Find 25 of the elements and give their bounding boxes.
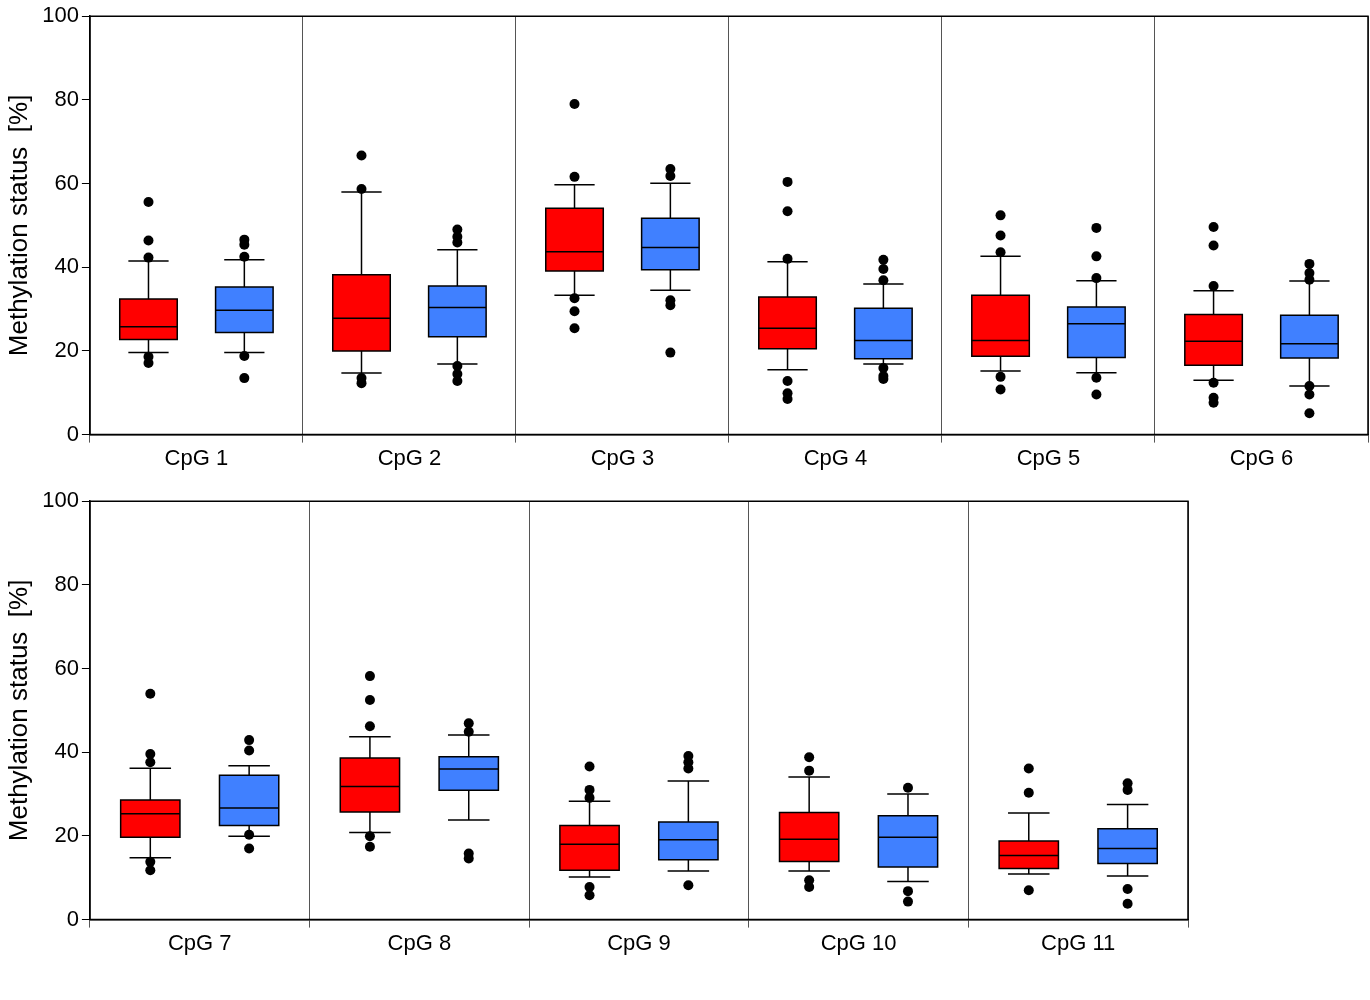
x-tick-label: CpG 8	[387, 929, 452, 955]
y-tick-label: 100	[42, 2, 79, 28]
x-tick-label: CpG 10	[820, 929, 897, 955]
x-tick-label: CpG 5	[1016, 444, 1081, 470]
y-tick-label: 0	[66, 905, 79, 931]
y-tick-label: 60	[54, 654, 79, 680]
y-tick-label: 100	[42, 487, 79, 513]
y-tick-label: 20	[54, 821, 79, 847]
y-tick-label: 80	[54, 85, 79, 111]
y-tick-label: 20	[54, 336, 79, 362]
x-tick-label: CpG 6	[1229, 444, 1294, 470]
y-tick-label: 80	[54, 570, 79, 596]
y-tick-label: 40	[54, 253, 79, 279]
y-tick-label: 60	[54, 169, 79, 195]
x-tick-label: CpG 2	[377, 444, 442, 470]
x-tick-label: CpG 1	[164, 444, 229, 470]
x-tick-label: CpG 3	[590, 444, 655, 470]
y-tick-label: 0	[66, 420, 79, 446]
y-tick-label: 40	[54, 738, 79, 764]
y-axis-title: Methylation status [%]	[2, 579, 33, 842]
x-tick-label: CpG 7	[167, 929, 232, 955]
x-tick-label: CpG 11	[1041, 929, 1116, 955]
y-axis-title: Methylation status [%]	[2, 94, 33, 357]
x-tick-label: CpG 9	[607, 929, 671, 955]
x-tick-label: CpG 4	[803, 444, 868, 470]
